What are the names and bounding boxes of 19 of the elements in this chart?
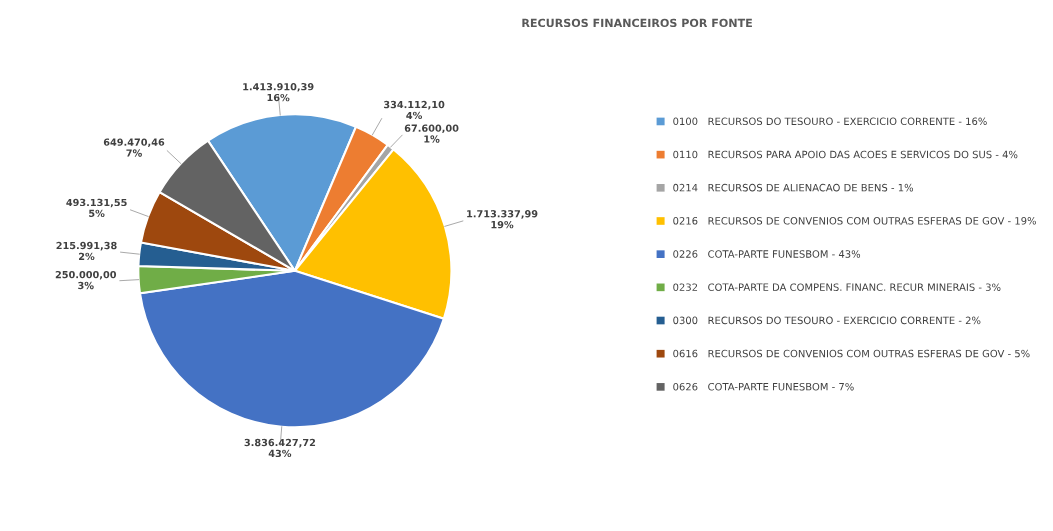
data-label: 334.112,10 4% [383,100,445,120]
legend-label: 0100 RECURSOS DO TESOURO - EXERCICIO CORRENTE - 16% [673,117,987,126]
legend-label: 0226 COTA-PARTE FUNESBOM - 43% [673,250,861,258]
chart-title: RECURSOS FINANCEIROS POR FONTE [522,18,752,28]
legend-label: 0232 COTA-PARTE DA COMPENS. FINANC. RECUR MINERAIS - 3% [673,283,1001,291]
legend-label: 0216 RECURSOS DE CONVENIOS COM OUTRAS ESFERAS DE GOV - 19% [673,217,1037,225]
data-label: 67.600,00 1% [404,124,459,143]
data-label: 1.713.337,99 19% [467,210,538,229]
data-label: 3.836.427,72 43% [244,438,316,458]
legend-label: 0616 RECURSOS DE CONVENIOS COM OUTRAS ESFERAS DE GOV - 5% [673,349,1030,358]
legend-label: 0214 RECURSOS DE ALIENACAO DE BENS - 1% [673,183,914,192]
data-label: 1.413.910,39 16% [243,83,314,102]
data-label: 250.000,00 3% [55,270,117,290]
data-label: 493.131,55 5% [66,198,127,218]
legend-label: 0626 COTA-PARTE FUNESBOM - 7% [673,382,854,391]
data-label: 215.991,38 2% [56,241,117,261]
data-label: 649.470,46 7% [103,138,165,157]
legend-label: 0110 RECURSOS PARA APOIO DAS ACOES E SERVICOS DO SUS - 4% [673,150,1018,159]
legend-label: 0300 RECURSOS DO TESOURO - EXERCICIO CORRENTE - 2% [673,316,981,325]
